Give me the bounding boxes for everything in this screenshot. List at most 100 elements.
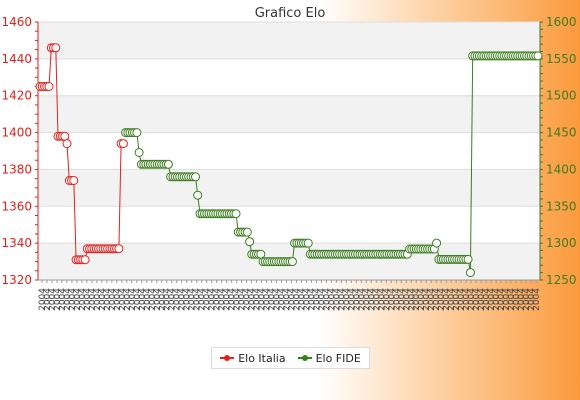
x-tick-label: 2004 [502,288,512,311]
x-tick-label: 2004 [203,288,213,311]
x-tick-label: 2004 [153,288,163,311]
x-tick-label: 2004 [38,288,48,311]
x-tick-label: 2004 [143,288,153,311]
x-tick-label: 2004 [447,288,457,311]
x-tick-label: 2004 [128,288,138,311]
series-point-1 [303,238,313,248]
legend-item-elo-fide: Elo FIDE [297,352,361,365]
x-tick-label: 2004 [48,288,58,311]
x-tick-label: 2004 [342,288,352,311]
x-tick-label: 2004 [332,288,342,311]
chart-title: Grafico Elo [255,6,326,21]
grid-band [38,169,540,207]
series-point-1 [533,51,543,61]
y-right-tick-label: 1500 [546,89,577,103]
x-tick-label: 2004 [422,288,432,311]
x-tick-label: 2004 [467,288,477,311]
x-tick-label: 2004 [482,288,492,311]
x-tick-label: 2004 [477,288,487,311]
series-point-1 [245,237,255,247]
x-tick-label: 2004 [347,288,357,311]
x-tick-label: 2004 [352,288,362,311]
x-tick-label: 2004 [297,288,307,311]
y-left-tick-label: 1420 [1,89,32,103]
x-tick-label: 2004 [93,288,103,311]
x-tick-label: 2004 [273,288,283,311]
x-tick-label: 2004 [512,288,522,311]
series-point-1 [193,190,203,200]
series-point-0 [114,244,124,254]
series-point-0 [62,139,72,149]
series-point-0 [69,176,79,185]
x-tick-label: 2004 [492,288,502,311]
legend-item-elo-italia: Elo Italia [220,351,286,365]
x-tick-label: 2004 [118,288,128,311]
series-point-0 [44,82,54,91]
series-point-1 [191,172,200,182]
legend: Elo Italia Elo FIDE [211,347,370,369]
grid-band [38,22,540,59]
x-tick-label: 2004 [248,288,258,311]
x-tick-label: 2004 [158,288,168,311]
series-point-1 [465,268,475,278]
series-point-1 [463,254,473,264]
series-point-1 [231,209,241,219]
x-tick-label: 2004 [432,288,442,311]
x-tick-label: 2004 [228,288,238,311]
series-point-0 [118,139,128,149]
x-tick-label: 2004 [522,288,532,311]
legend-label-elo-italia: Elo Italia [238,351,286,365]
x-tick-label: 2004 [218,288,228,311]
x-tick-label: 2004 [98,288,108,311]
series-point-0 [51,43,61,53]
x-tick-label: 2004 [437,288,447,311]
y-right-tick-label: 1300 [546,236,577,250]
y-left-tick-label: 1460 [1,15,32,29]
x-tick-label: 2004 [312,288,322,311]
x-tick-label: 2004 [412,288,422,311]
x-tick-label: 2004 [73,288,83,311]
y-left-tick-label: 1440 [1,52,32,66]
x-tick-label: 2004 [68,288,78,311]
x-tick-label: 2004 [63,288,73,311]
x-tick-label: 2004 [487,288,497,311]
x-tick-label: 2004 [283,288,293,311]
x-tick-label: 2004 [148,288,158,311]
x-tick-label: 2004 [322,288,332,311]
x-tick-label: 2004 [427,288,437,311]
y-right-tick-label: 1350 [546,199,577,213]
series-point-1 [132,128,142,138]
y-left-tick-label: 1400 [1,126,32,140]
x-tick-label: 2004 [233,288,243,311]
y-left-tick-label: 1340 [1,236,32,250]
x-tick-label: 2004 [263,288,273,311]
x-tick-label: 2004 [452,288,462,311]
x-tick-label: 2004 [377,288,387,311]
y-right-tick-label: 1550 [546,52,577,66]
y-right-tick-label: 1400 [546,162,577,176]
x-tick-label: 2004 [198,288,208,311]
x-tick-label: 2004 [372,288,382,311]
legend-marker-elo-italia [220,355,235,361]
x-tick-label: 2004 [163,288,173,311]
x-tick-label: 2004 [292,288,302,311]
x-tick-label: 2004 [367,288,377,311]
x-tick-label: 2004 [193,288,203,311]
x-tick-label: 2004 [178,288,188,311]
x-tick-label: 2004 [457,288,467,311]
x-tick-label: 2004 [43,288,53,311]
x-tick-label: 2004 [407,288,417,311]
x-tick-label: 2004 [397,288,407,311]
x-tick-label: 2004 [307,288,317,311]
x-tick-label: 2004 [108,288,118,311]
series-point-1 [287,257,297,267]
x-tick-label: 2004 [517,288,527,311]
x-tick-label: 2004 [183,288,193,311]
x-tick-label: 2004 [337,288,347,311]
x-tick-label: 2004 [83,288,93,311]
x-tick-label: 2004 [53,288,63,311]
x-tick-label: 2004 [133,288,143,311]
x-tick-label: 2004 [113,288,123,311]
x-tick-label: 2004 [78,288,88,311]
